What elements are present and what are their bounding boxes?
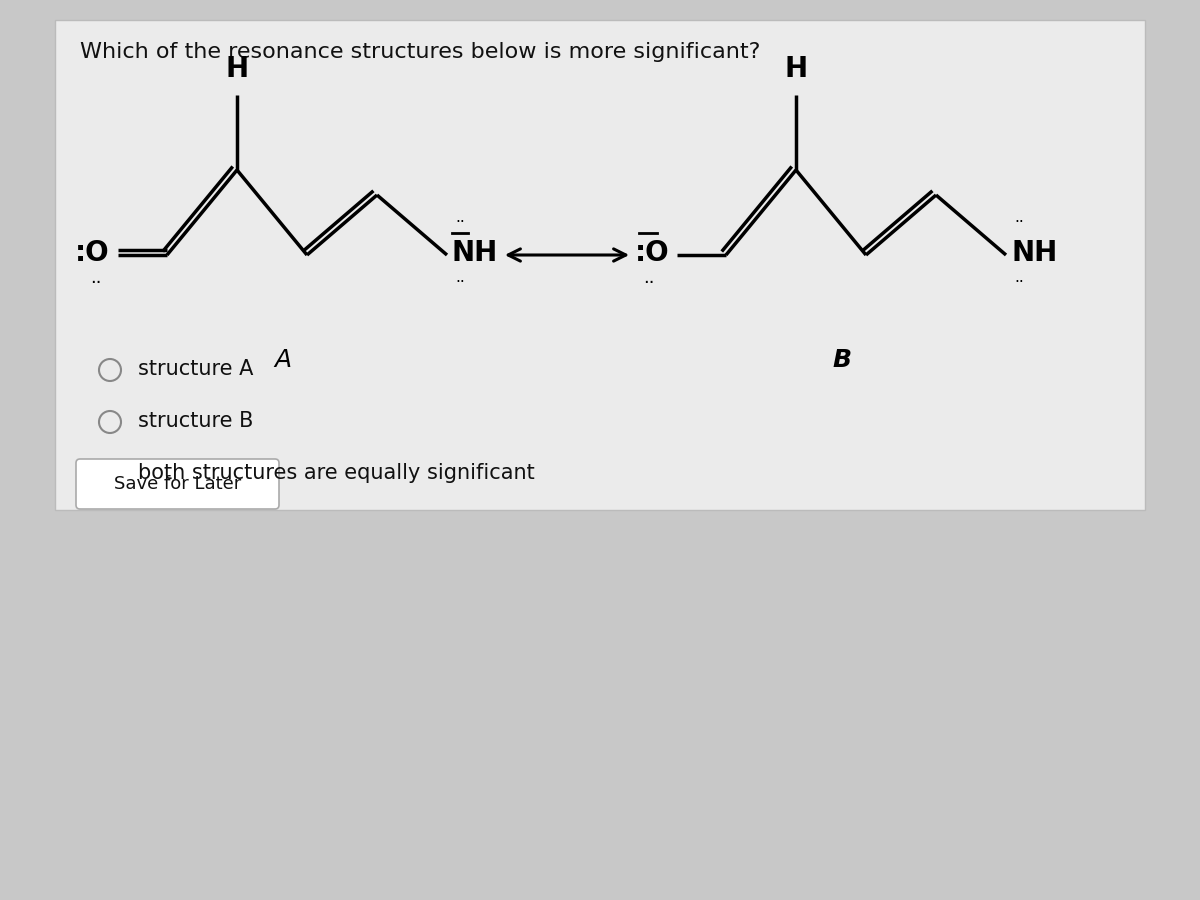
Text: NH: NH xyxy=(1010,239,1057,267)
Text: ··: ·· xyxy=(1014,215,1024,230)
Text: NH: NH xyxy=(452,239,498,267)
Text: Save for Later: Save for Later xyxy=(114,475,241,493)
Text: B: B xyxy=(832,348,851,372)
Text: :O: :O xyxy=(635,239,670,267)
Text: :O: :O xyxy=(76,239,110,267)
Text: Which of the resonance structures below is more significant?: Which of the resonance structures below … xyxy=(80,42,761,62)
Text: both structures are equally significant: both structures are equally significant xyxy=(138,463,535,483)
Text: ··: ·· xyxy=(90,274,102,292)
Text: ··: ·· xyxy=(455,275,464,291)
FancyBboxPatch shape xyxy=(55,20,1145,510)
Text: H: H xyxy=(226,55,248,83)
FancyBboxPatch shape xyxy=(76,459,278,509)
Text: A: A xyxy=(274,348,292,372)
Text: structure B: structure B xyxy=(138,411,253,431)
Text: ··: ·· xyxy=(643,274,655,292)
Text: ··: ·· xyxy=(455,215,464,230)
Text: ··: ·· xyxy=(1014,275,1024,291)
Text: H: H xyxy=(785,55,808,83)
Text: structure A: structure A xyxy=(138,359,253,379)
